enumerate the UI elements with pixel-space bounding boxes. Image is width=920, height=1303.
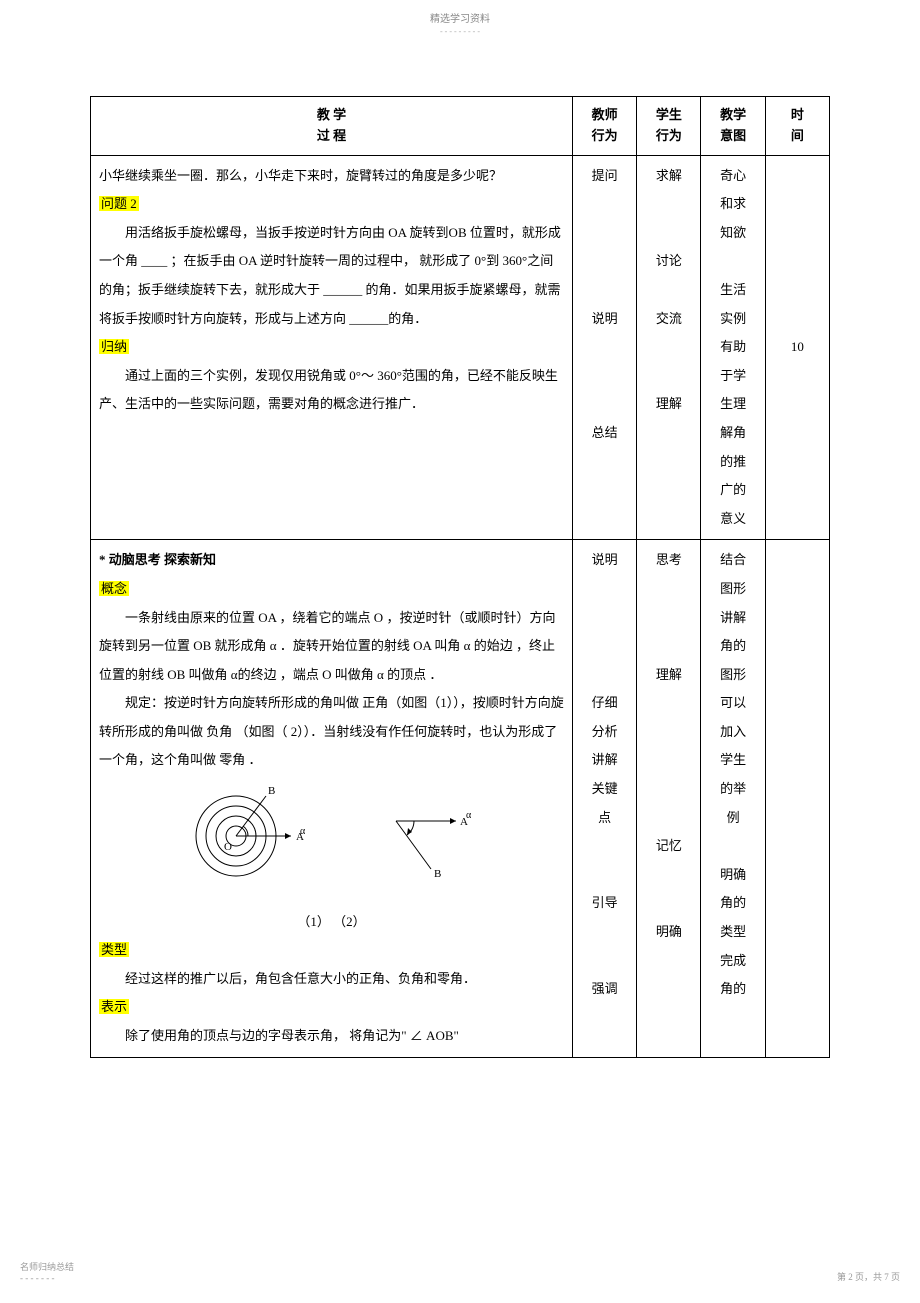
th-student-l1: 学生: [641, 105, 696, 126]
label-leixing: 类型: [99, 942, 129, 957]
content-area: 教 学 过 程 教师 行为 学生 行为 教学 意图 时 间 小华继续乘坐一圈．那…: [0, 56, 920, 1078]
text-r2p3: 经过这样的推广以后，角包含任意大小的正角、负角和零角．: [99, 965, 564, 994]
section-title: * 动脑思考 探索新知: [99, 546, 564, 575]
svg-text:O: O: [224, 841, 232, 853]
label-guina: 归纳: [99, 339, 129, 354]
text-r2p2: 规定：按逆时针方向旋转所形成的角叫做 正角（如图（1）），按顺时针方向旋转所形成…: [99, 689, 564, 775]
label-gainian: 概念: [99, 581, 129, 596]
th-process-l1: 教 学: [95, 105, 568, 126]
svg-text:B: B: [268, 785, 275, 797]
th-intent-l2: 意图: [705, 126, 760, 147]
text-r2p4: 除了使用角的顶点与边的字母表示角， 将角记为" ∠ AOB": [99, 1022, 564, 1051]
text-p2: 用活络扳手旋松螺母，当扳手按逆时针方向由 OA 旋转到OB 位置时，就形成一个角…: [99, 219, 564, 333]
figure-angles: A B O α A B α: [99, 781, 564, 902]
th-teacher-l1: 教师: [577, 105, 632, 126]
svg-text:α: α: [466, 810, 472, 821]
th-teacher-l2: 行为: [577, 126, 632, 147]
cell-time-2: [765, 540, 829, 1057]
th-time: 时 间: [765, 97, 829, 156]
label-biaoshi: 表示: [99, 999, 129, 1014]
footer-right: 第 2 页，共 7 页: [837, 1270, 900, 1283]
figure-caption: （1） （2）: [99, 908, 564, 937]
text-p1: 小华继续乘坐一圈．那么，小华走下来时，旋臂转过的角度是多少呢？: [99, 162, 564, 191]
header-dots: - - - - - - - - -: [0, 27, 920, 56]
svg-text:B: B: [434, 868, 441, 880]
text-p3: 通过上面的三个实例，发现仅用锐角或 0°～ 360°范围的角，已经不能反映生产、…: [99, 362, 564, 419]
th-process-l2: 过 程: [95, 126, 568, 147]
footer-left-text: 名师归纳总结: [20, 1260, 74, 1273]
th-student-l2: 行为: [641, 126, 696, 147]
cell-main-2: * 动脑思考 探索新知 概念 一条射线由原来的位置 OA ，绕着它的端点 O ，…: [91, 540, 573, 1057]
header-note: 精选学习资料: [0, 0, 920, 27]
cell-teacher-2: 说明 仔细 分析 讲解 关键 点 引导 强调: [572, 540, 636, 1057]
footer-left: 名师归纳总结 - - - - - - -: [20, 1260, 74, 1283]
th-process: 教 学 过 程: [91, 97, 573, 156]
cell-intent-2: 结合 图形 讲解 角的 图形 可以 加入 学生 的举 例 明确 角的 类型 完成…: [701, 540, 765, 1057]
lesson-table: 教 学 过 程 教师 行为 学生 行为 教学 意图 时 间 小华继续乘坐一圈．那…: [90, 96, 830, 1058]
label-q2: 问题 2: [99, 196, 139, 211]
cell-main-1: 小华继续乘坐一圈．那么，小华走下来时，旋臂转过的角度是多少呢？ 问题 2 用活络…: [91, 155, 573, 540]
th-intent: 教学 意图: [701, 97, 765, 156]
cell-student-1: 求解 讨论 交流 理解: [637, 155, 701, 540]
th-teacher: 教师 行为: [572, 97, 636, 156]
svg-text:α: α: [300, 826, 306, 837]
cell-time-1: 10: [765, 155, 829, 540]
cell-teacher-1: 提问 说明 总结: [572, 155, 636, 540]
cell-student-2: 思考 理解 记忆 明确: [637, 540, 701, 1057]
cell-intent-1: 奇心 和求 知欲 生活 实例 有助 于学 生理 解角 的推 广的 意义: [701, 155, 765, 540]
text-r2p1: 一条射线由原来的位置 OA ，绕着它的端点 O ，按逆时针（或顺时针）方向旋转到…: [99, 604, 564, 690]
footer-left-dots: - - - - - - -: [20, 1273, 74, 1283]
th-student: 学生 行为: [637, 97, 701, 156]
th-time-l1: 时: [770, 105, 825, 126]
th-intent-l1: 教学: [705, 105, 760, 126]
th-time-l2: 间: [770, 126, 825, 147]
